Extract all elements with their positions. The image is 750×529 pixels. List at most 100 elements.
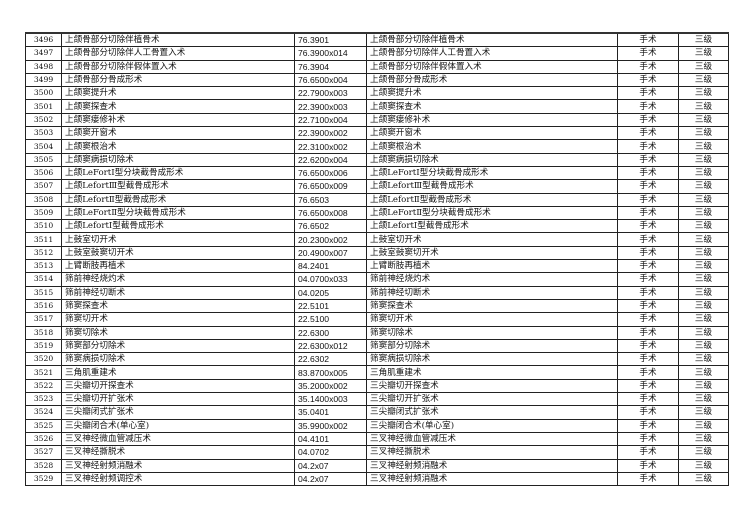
mapped-procedure-name: 上颌窦探查术 [366, 99, 618, 114]
mapped-procedure-name: 筛窦病损切除术 [366, 352, 618, 367]
level: 三级 [678, 418, 729, 433]
table-row: 3507 上颌LefortⅢ型截骨成形术 76.6500x009 上颌LefortⅢ型… [25, 179, 729, 194]
procedure-name: 上臂断肢再植术 [61, 259, 295, 274]
category: 手术 [617, 392, 679, 407]
category: 手术 [617, 86, 679, 101]
mapped-procedure-name: 上颌骨部分骨成形术 [366, 72, 618, 88]
procedure-name: 上颌窦提升术 [61, 86, 295, 101]
mapped-procedure-name: 上颌LefortⅠ型截骨成形术 [366, 219, 618, 234]
procedure-name: 上鼓室切开术 [61, 232, 295, 247]
row-number: 3529 [25, 471, 62, 487]
category: 手术 [617, 232, 679, 247]
procedure-code: 22.3900x003 [294, 99, 367, 114]
procedure-code: 22.6300x012 [294, 338, 367, 354]
category: 手术 [617, 285, 679, 300]
level: 三级 [678, 471, 729, 487]
procedure-name: 上颌骨部分切除伴假体置入术 [61, 59, 295, 74]
mapped-procedure-name: 上颌LefortⅡ型截骨成形术 [366, 192, 618, 207]
procedure-name: 筛窦部分切除术 [61, 338, 295, 354]
row-number: 3511 [25, 232, 62, 247]
category: 手术 [617, 325, 679, 340]
row-number: 3518 [25, 325, 62, 340]
mapped-procedure-name: 筛窦切除术 [366, 325, 618, 340]
mapped-procedure-name: 上鼓室切开术 [366, 232, 618, 247]
category: 手术 [617, 165, 679, 181]
category: 手术 [617, 46, 679, 61]
row-number: 3522 [25, 378, 62, 394]
table-row: 3508 上颌LefortⅡ型截骨成形术 76.6503 上颌LefortⅡ型截骨成形… [25, 192, 729, 207]
row-number: 3520 [25, 352, 62, 367]
procedure-name: 三叉神经射频消融术 [61, 458, 295, 473]
procedure-name: 三叉神经撕脱术 [61, 445, 295, 460]
level: 三级 [678, 458, 729, 473]
mapped-procedure-name: 上颌窦提升术 [366, 86, 618, 101]
level: 三级 [678, 179, 729, 194]
level: 三级 [678, 352, 729, 367]
mapped-procedure-name: 三尖瓣闭式扩张术 [366, 405, 618, 420]
category: 手术 [617, 179, 679, 194]
mapped-procedure-name: 三角肌重建术 [366, 365, 618, 380]
procedure-code: 35.9900x002 [294, 418, 367, 433]
level: 三级 [678, 431, 729, 447]
procedure-name: 上颌LefortⅢ型截骨成形术 [61, 179, 295, 194]
procedure-code: 20.2300x002 [294, 232, 367, 247]
row-number: 3514 [25, 272, 62, 287]
procedure-code: 84.2401 [294, 259, 367, 274]
table-row: 3527 三叉神经撕脱术 04.0702 三叉神经撕脱术 手术 三级 [25, 445, 729, 460]
row-number: 3527 [25, 445, 62, 460]
procedure-name: 三尖瓣切开探查术 [61, 378, 295, 394]
category: 手术 [617, 418, 679, 433]
procedure-name: 上颌LeFortI型分块截骨成形术 [61, 165, 295, 181]
level: 三级 [678, 312, 729, 327]
procedure-code: 76.6500x008 [294, 205, 367, 221]
category: 手术 [617, 431, 679, 447]
category: 手术 [617, 192, 679, 207]
level: 三级 [678, 139, 729, 154]
procedure-name: 筛窦切开术 [61, 312, 295, 327]
table-row: 3512 上鼓室鼓窦切开术 20.4900x007 上鼓室鼓窦切开术 手术 三级 [25, 245, 729, 261]
procedure-code: 04.2x07 [294, 458, 367, 473]
level: 三级 [678, 338, 729, 354]
table-row: 3515 筛前神经切断术 04.0205 筛前神经切断术 手术 三级 [25, 285, 729, 300]
procedure-code: 22.3100x002 [294, 139, 367, 154]
mapped-procedure-name: 上颌骨部分切除伴人工骨置入术 [366, 46, 618, 61]
procedure-name: 三尖瓣闭式扩张术 [61, 405, 295, 420]
procedure-code: 35.1400x003 [294, 392, 367, 407]
mapped-procedure-name: 三尖瓣闭合术(单心室) [366, 418, 618, 433]
procedure-code: 22.6300 [294, 325, 367, 340]
row-number: 3515 [25, 285, 62, 300]
mapped-procedure-name: 上颌LeFortI型分块截骨成形术 [366, 165, 618, 181]
procedure-table: 3496 上颌骨部分切除伴植骨术 76.3901 上颌骨部分切除伴植骨术 手术 三级 349… [25, 32, 729, 487]
procedure-code: 83.8700x005 [294, 365, 367, 380]
level: 三级 [678, 32, 729, 48]
table-row: 3497 上颌骨部分切除伴人工骨置入术 76.3900x014 上颌骨部分切除伴人工骨… [25, 46, 729, 61]
procedure-name: 三角肌重建术 [61, 365, 295, 380]
category: 手术 [617, 99, 679, 114]
mapped-procedure-name: 筛前神经切断术 [366, 285, 618, 300]
row-number: 3524 [25, 405, 62, 420]
row-number: 3500 [25, 86, 62, 101]
table-row: 3518 筛窦切除术 22.6300 筛窦切除术 手术 三级 [25, 325, 729, 340]
mapped-procedure-name: 三尖瓣切开探查术 [366, 378, 618, 394]
category: 手术 [617, 59, 679, 74]
procedure-name: 筛前神经烧灼术 [61, 272, 295, 287]
procedure-code: 22.6302 [294, 352, 367, 367]
table-row: 3520 筛窦病损切除术 22.6302 筛窦病损切除术 手术 三级 [25, 352, 729, 367]
procedure-code: 76.3904 [294, 59, 367, 74]
row-number: 3528 [25, 458, 62, 473]
procedure-name: 三尖瓣闭合术(单心室) [61, 418, 295, 433]
row-number: 3513 [25, 259, 62, 274]
level: 三级 [678, 259, 729, 274]
procedure-code: 04.0702 [294, 445, 367, 460]
mapped-procedure-name: 三叉神经射频消融术 [366, 471, 618, 487]
procedure-name: 上鼓室鼓窦切开术 [61, 245, 295, 261]
level: 三级 [678, 219, 729, 234]
level: 三级 [678, 59, 729, 74]
level: 三级 [678, 272, 729, 287]
category: 手术 [617, 458, 679, 473]
procedure-code: 22.5100 [294, 312, 367, 327]
procedure-code: 76.6503 [294, 192, 367, 207]
procedure-name: 上颌窦开窗术 [61, 126, 295, 141]
procedure-name: 上颌窦探查术 [61, 99, 295, 114]
table-row: 3503 上颌窦开窗术 22.3900x002 上颌窦开窗术 手术 三级 [25, 126, 729, 141]
